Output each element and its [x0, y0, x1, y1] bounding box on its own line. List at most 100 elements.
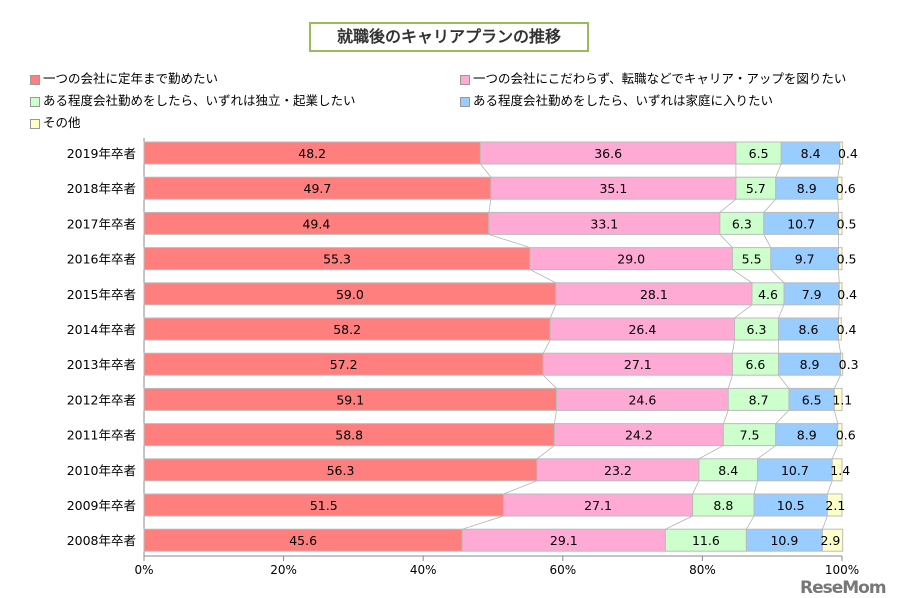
legend-label: 一つの会社にこだわらず、転職などでキャリア・アップを図りたい	[473, 71, 847, 86]
series-connector	[834, 375, 841, 389]
data-label: 28.1	[640, 287, 668, 302]
bar-segment	[838, 211, 843, 235]
data-label: 8.8	[713, 498, 733, 513]
series-connector	[770, 269, 785, 284]
series-connector	[549, 304, 557, 319]
series-connector	[665, 515, 693, 530]
series-connector	[554, 410, 557, 424]
data-label: 59.0	[336, 287, 364, 302]
series-connector	[837, 163, 841, 178]
category-label: 2019年卒者	[67, 146, 136, 161]
series-connector	[719, 234, 733, 248]
data-label: 8.4	[718, 463, 738, 478]
data-label: 58.2	[333, 322, 361, 337]
data-label: 26.4	[628, 322, 656, 337]
data-label: 33.1	[590, 216, 618, 231]
series-connector	[542, 339, 551, 354]
series-connector	[778, 374, 790, 389]
data-label: 49.4	[302, 216, 330, 231]
legend-label: ある程度会社勤めをしたら、いずれは家庭に入りたい	[473, 93, 774, 108]
series-connector	[838, 269, 840, 283]
category-label: 2016年卒者	[67, 252, 136, 267]
data-label: 0.6	[836, 181, 856, 196]
x-tick-label: 100%	[825, 563, 859, 577]
chart-title: 就職後のキャリアプランの推移	[309, 22, 589, 52]
data-label: 8.7	[749, 392, 769, 407]
data-label: 5.5	[742, 252, 762, 267]
bar-segment	[838, 247, 843, 271]
data-label: 57.2	[330, 357, 358, 372]
series-connector	[827, 480, 833, 495]
category-label: 2008年卒者	[67, 533, 136, 548]
bar-segment	[838, 317, 842, 341]
data-label: 6.5	[802, 392, 822, 407]
data-label: 8.9	[800, 357, 820, 372]
series-connector	[775, 410, 790, 424]
bar-segment	[840, 352, 844, 376]
bar-segment	[833, 387, 843, 411]
legend-label: ある程度会社勤めをしたら、いずれは独立・起業したい	[43, 93, 356, 108]
data-label: 8.6	[799, 322, 819, 337]
series-connector	[503, 480, 538, 495]
data-label: 1.4	[830, 463, 850, 478]
category-label: 2012年卒者	[67, 392, 136, 407]
legend-swatch	[30, 74, 40, 85]
data-label: 6.3	[747, 322, 767, 337]
data-label: 27.1	[624, 357, 652, 372]
data-label: 49.7	[304, 181, 332, 196]
data-label: 27.1	[584, 498, 612, 513]
series-connector	[822, 515, 828, 530]
series-connector	[529, 269, 556, 284]
category-label: 2017年卒者	[67, 216, 136, 231]
legend-swatch	[30, 96, 40, 107]
category-label: 2015年卒者	[67, 287, 136, 302]
series-connector	[833, 410, 839, 424]
series-connector	[543, 374, 557, 389]
series-connector	[775, 163, 782, 178]
data-label: 36.6	[594, 146, 622, 161]
series-connector	[732, 269, 753, 284]
data-label: 1.1	[832, 392, 852, 407]
series-connector	[488, 234, 531, 248]
data-label: 58.8	[335, 428, 363, 443]
bar-segment	[837, 423, 843, 447]
data-label: 10.7	[787, 216, 815, 231]
data-label: 9.7	[795, 252, 815, 267]
legend-item: 一つの会社にこだわらず、転職などでキャリア・アップを図りたい	[460, 68, 846, 87]
x-tick-label: 40%	[410, 563, 437, 577]
series-connector	[734, 304, 753, 319]
series-connector	[536, 445, 555, 460]
data-label: 48.2	[298, 146, 326, 161]
data-label: 10.9	[770, 533, 798, 548]
series-connector	[837, 199, 839, 213]
series-connector	[763, 234, 772, 248]
bar-segment	[826, 493, 843, 517]
x-tick-label: 80%	[689, 563, 716, 577]
data-label: 8.9	[797, 181, 817, 196]
category-label: 2013年卒者	[67, 357, 136, 372]
data-label: 55.3	[323, 252, 351, 267]
legend-swatch	[460, 96, 470, 107]
series-connector	[723, 410, 729, 424]
data-label: 5.7	[746, 181, 766, 196]
legend-label: 一つの会社に定年まで勤めたい	[43, 71, 219, 86]
data-label: 0.3	[839, 357, 859, 372]
data-label: 29.1	[550, 533, 578, 548]
x-tick-label: 0%	[134, 563, 153, 577]
data-label: 0.4	[838, 146, 858, 161]
data-label: 2.9	[821, 533, 841, 548]
category-label: 2018年卒者	[67, 181, 136, 196]
bar-segment	[821, 528, 844, 552]
legend-item: ある程度会社勤めをしたら、いずれは家庭に入りたい	[460, 90, 773, 109]
legend-item: ある程度会社勤めをしたら、いずれは独立・起業したい	[30, 90, 356, 109]
data-label: 8.4	[801, 146, 821, 161]
data-label: 7.5	[740, 428, 760, 443]
data-label: 35.1	[599, 181, 627, 196]
series-connector	[462, 515, 504, 530]
series-connector	[778, 304, 785, 319]
bar-segment	[838, 282, 843, 306]
x-tick-label: 20%	[270, 563, 297, 577]
data-label: 10.5	[777, 498, 805, 513]
